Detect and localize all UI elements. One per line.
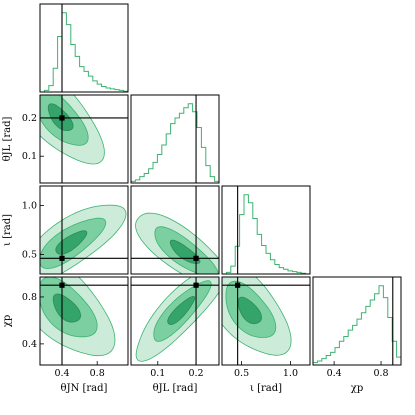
x-axis-label-iota: ι [rad] [250, 383, 282, 394]
contour-inner [55, 230, 88, 255]
panel-frame [39, 94, 129, 184]
x-tick-label: 0.4 [54, 368, 69, 379]
contour-inner [169, 239, 201, 264]
marginal-panel-chi_p [312, 276, 402, 366]
marginal-panel-theta_JL [130, 94, 220, 184]
y-tick-label: 0.4 [22, 339, 37, 350]
joint-panel-theta_JL-chi_p [130, 276, 220, 366]
joint-panel-theta_JN-iota [39, 185, 129, 275]
x-axis-label-theta_JN: θJN [rad] [61, 383, 108, 394]
y-axis-label-chi_p: χp [2, 315, 13, 327]
marginal-panel-theta_JN [39, 3, 129, 93]
x-tick-label: 0.8 [373, 368, 388, 379]
x-tick-label: 0.1 [150, 368, 165, 379]
panel-frame [221, 276, 311, 366]
panel-frame [130, 276, 220, 366]
marginal-hist-theta_JL [130, 103, 220, 183]
y-axis-label-theta_JL: θJL [rad] [2, 117, 13, 162]
x-tick-label: 0.4 [327, 368, 342, 379]
x-tick-label: 0.2 [188, 368, 203, 379]
marginal-panel-iota [221, 185, 311, 275]
y-tick-label: 0.5 [22, 249, 37, 260]
truth-point [59, 255, 65, 261]
truth-point [59, 115, 65, 121]
panel-frame [39, 3, 129, 93]
joint-panel-theta_JL-iota [130, 185, 220, 275]
truth-point [235, 282, 241, 288]
x-tick-label: 1.0 [283, 368, 298, 379]
joint-panel-theta_JN-theta_JL [39, 94, 129, 184]
contour-inner [52, 293, 82, 323]
truth-point [193, 282, 199, 288]
y-axis-label-iota: ι [rad] [2, 214, 13, 246]
x-tick-label: 0.5 [234, 368, 249, 379]
x-axis-label-theta_JL: θJL [rad] [153, 383, 198, 394]
panel-frame [130, 185, 220, 275]
joint-panel-theta_JN-chi_p [39, 276, 129, 366]
truth-point [193, 255, 199, 261]
x-tick-label: 0.8 [90, 368, 105, 379]
panel-frame [39, 185, 129, 275]
marginal-hist-iota [222, 194, 310, 275]
panel-frame [39, 276, 129, 366]
y-tick-label: 0.2 [22, 113, 37, 124]
truth-point [59, 282, 65, 288]
y-tick-label: 0.8 [22, 292, 37, 303]
marginal-hist-chi_p [312, 285, 402, 365]
joint-panel-iota-chi_p [221, 276, 311, 366]
contour-inner [237, 296, 262, 325]
y-tick-label: 1.0 [22, 201, 37, 212]
panel-frame [221, 185, 311, 275]
panel-frame [130, 94, 220, 184]
panel-frame [312, 276, 402, 366]
x-axis-label-chi_p: χp [351, 383, 363, 394]
y-tick-label: 0.1 [22, 151, 37, 162]
marginal-hist-theta_JN [40, 12, 129, 93]
contour-inner [167, 296, 196, 326]
